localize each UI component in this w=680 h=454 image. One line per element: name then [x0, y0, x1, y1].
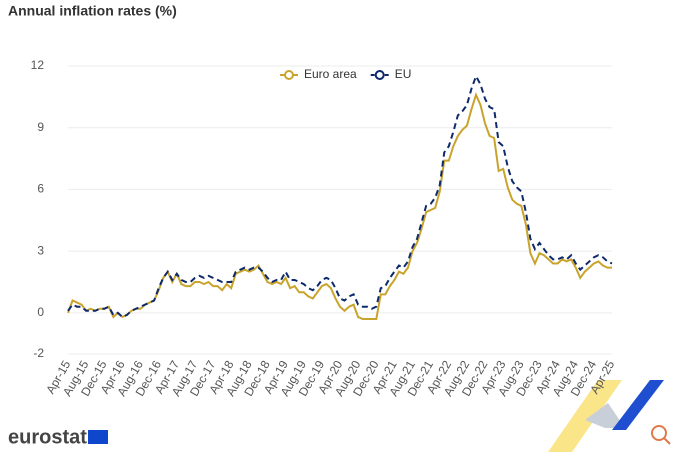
- y-tick-label: 12: [31, 58, 45, 72]
- legend-marker: [374, 70, 385, 80]
- chart-title: Annual inflation rates (%): [8, 3, 177, 19]
- legend-item: Euro area: [280, 67, 357, 81]
- legend-label: Euro area: [304, 67, 357, 81]
- y-tick-label: 3: [37, 243, 44, 257]
- legend-item: EU: [370, 67, 412, 81]
- y-tick-label: 0: [37, 305, 44, 319]
- zoom-icon[interactable]: [651, 425, 671, 445]
- y-tick-label: -2: [33, 346, 44, 360]
- legend-label: EU: [395, 67, 412, 81]
- decor-stripe: [612, 380, 664, 430]
- logo-text: eurostat: [8, 426, 87, 448]
- series-line: [67, 73, 613, 319]
- eu-flag: [88, 430, 108, 444]
- legend-marker: [284, 70, 294, 80]
- zoom-lens[interactable]: [651, 425, 667, 441]
- decor-stripe: [585, 403, 625, 428]
- y-tick-label: 9: [37, 120, 44, 134]
- y-tick-label: 6: [37, 182, 44, 196]
- zoom-handle[interactable]: [663, 437, 671, 445]
- series-line: [67, 91, 612, 321]
- decor-stripe: [548, 380, 622, 452]
